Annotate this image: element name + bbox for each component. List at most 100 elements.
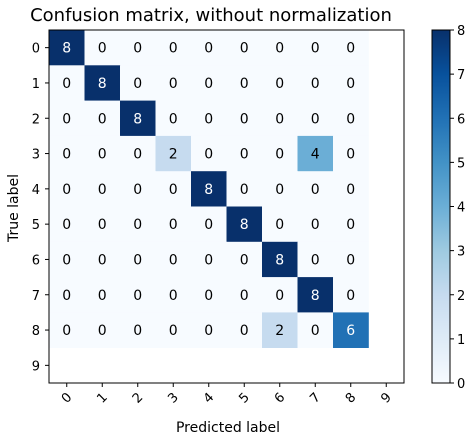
matrix-cell-4-6 (262, 171, 298, 207)
matrix-cell-8-2 (120, 312, 156, 348)
y-tick-label-2: 2 (32, 112, 40, 127)
cell-value-label-4-0: 0 (62, 182, 71, 198)
cell-value-label-4-7: 0 (311, 182, 320, 198)
cell-value-label-8-6: 2 (275, 323, 284, 339)
colorbar-tick-label-0: 0 (457, 377, 465, 392)
cell-value-label-0-0: 8 (62, 41, 71, 57)
matrix-cell-4-4 (191, 171, 227, 207)
matrix-cell-7-5 (226, 277, 263, 313)
matrix-cell-2-0 (49, 100, 85, 137)
cell-value-label-8-8: 6 (346, 323, 355, 339)
x-axis-ticks: 0 1 2 3 4 5 6 7 8 9 (59, 383, 395, 407)
matrix-cell-4-5 (226, 171, 263, 207)
matrix-cell-1-6 (262, 65, 298, 101)
matrix-cell-1-4 (191, 65, 227, 101)
cell-value-label-1-5: 0 (240, 76, 249, 92)
matrix-cell-7-6 (262, 277, 298, 313)
cell-value-label-7-5: 0 (240, 288, 249, 304)
cell-value-label-8-0: 0 (62, 323, 71, 339)
x-axis-label: Predicted label (176, 420, 280, 436)
x-tick-label-7: 7 (307, 390, 323, 406)
matrix-cell-5-8 (333, 206, 369, 243)
colorbar-tick-label-3: 3 (457, 245, 465, 260)
matrix-cell-1-8 (333, 65, 369, 101)
cell-value-label-2-3: 0 (169, 111, 178, 127)
matrix-cell-2-5 (226, 100, 263, 137)
matrix-cell-6-4 (191, 241, 227, 278)
cell-value-label-0-7: 0 (311, 41, 320, 57)
cell-value-label-7-7: 8 (311, 288, 320, 304)
matrix-cell-0-7 (297, 30, 334, 66)
matrix-cell-2-4 (191, 100, 227, 137)
cell-value-label-3-4: 0 (204, 147, 213, 163)
cell-value-label-5-3: 0 (169, 217, 178, 233)
cell-value-label-3-3: 2 (169, 147, 178, 163)
cell-value-label-2-1: 0 (98, 111, 107, 127)
cell-value-label-6-8: 0 (346, 252, 355, 268)
matrix-cell-6-5 (226, 241, 263, 278)
cell-value-label-6-3: 0 (169, 252, 178, 268)
matrix-cell-7-0 (49, 277, 85, 313)
cell-value-label-0-3: 0 (169, 41, 178, 57)
cell-value-label-8-5: 0 (240, 323, 249, 339)
matrix-cell-0-6 (262, 30, 298, 66)
cell-value-label-5-6: 0 (275, 217, 284, 233)
cell-value-label-5-4: 0 (204, 217, 213, 233)
cell-value-label-4-3: 0 (169, 182, 178, 198)
cell-value-label-3-2: 0 (133, 147, 142, 163)
matrix-cell-5-5 (226, 206, 263, 243)
matrix-cell-2-6 (262, 100, 298, 137)
cell-value-label-0-4: 0 (204, 41, 213, 57)
matrix-cell-8-1 (84, 312, 121, 348)
matrix-cell-1-1 (84, 65, 121, 101)
matrix-cell-5-4 (191, 206, 227, 243)
cell-value-label-6-7: 0 (311, 252, 320, 268)
x-tick-label-3: 3 (165, 390, 181, 406)
cell-value-label-4-5: 0 (240, 182, 249, 198)
matrix-cell-4-7 (297, 171, 334, 207)
cell-value-label-1-2: 0 (133, 76, 142, 92)
x-tick-label-6: 6 (272, 390, 288, 406)
matrix-cell-6-7 (297, 241, 334, 278)
cell-value-label-7-2: 0 (133, 288, 142, 304)
matrix-cell-4-3 (155, 171, 192, 207)
matrix-cell-8-6 (262, 312, 298, 348)
cell-value-label-7-6: 0 (275, 288, 284, 304)
matrix-cell-4-8 (333, 171, 369, 207)
matrix-cell-3-8 (333, 135, 369, 172)
cell-value-label-1-6: 0 (275, 76, 284, 92)
cell-value-label-8-1: 0 (98, 323, 107, 339)
matrix-cell-8-4 (191, 312, 227, 348)
colorbar-ticks: 0 1 2 3 4 5 6 7 8 (450, 24, 465, 392)
matrix-cell-4-2 (120, 171, 156, 207)
matrix-cell-3-4 (191, 135, 227, 172)
y-axis-ticks: 0 1 2 3 4 5 6 7 8 9 (32, 42, 49, 374)
colorbar-tick-label-8: 8 (457, 24, 465, 39)
y-tick-label-3: 3 (32, 148, 40, 163)
matrix-cell-6-1 (84, 241, 121, 278)
matrix-cell-0-8 (333, 30, 369, 66)
cell-value-label-2-5: 0 (240, 111, 249, 127)
matrix-cell-4-0 (49, 171, 85, 207)
cell-value-label-6-2: 0 (133, 252, 142, 268)
matrix-cell-7-3 (155, 277, 192, 313)
cell-value-label-5-2: 0 (133, 217, 142, 233)
matrix-cell-5-3 (155, 206, 192, 243)
matrix-cell-6-0 (49, 241, 85, 278)
matrix-cell-1-7 (297, 65, 334, 101)
cell-value-label-5-5: 8 (240, 217, 249, 233)
cell-value-label-0-2: 0 (133, 41, 142, 57)
colorbar (431, 29, 451, 384)
matrix-cell-1-3 (155, 65, 192, 101)
y-tick-label-0: 0 (32, 42, 40, 57)
cell-value-label-4-2: 0 (133, 182, 142, 198)
matrix-cell-2-7 (297, 100, 334, 137)
matrix-cell-2-8 (333, 100, 369, 137)
matrix-cell-0-0 (49, 30, 85, 66)
matrix-cell-0-1 (84, 30, 121, 66)
colorbar-tick-label-4: 4 (457, 201, 465, 216)
colorbar-tick-label-5: 5 (457, 156, 465, 171)
matrix-cells (49, 30, 369, 348)
matrix-cell-0-2 (120, 30, 156, 66)
matrix-cell-6-2 (120, 241, 156, 278)
